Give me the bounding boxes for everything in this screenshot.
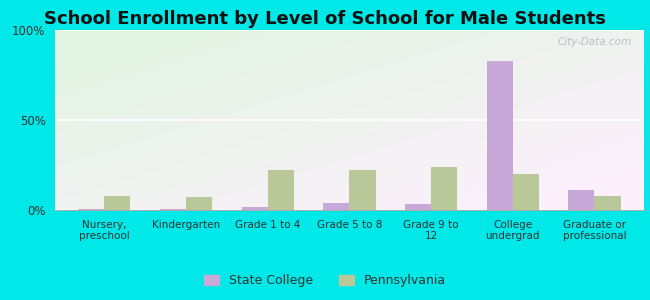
Bar: [186, 197, 212, 210]
Legend: State College, Pennsylvania: State College, Pennsylvania: [201, 270, 449, 291]
Bar: [104, 196, 131, 210]
Text: City-Data.com: City-Data.com: [558, 37, 632, 47]
Bar: [405, 204, 431, 210]
Bar: [160, 209, 186, 210]
Bar: [431, 167, 457, 210]
Bar: [78, 209, 104, 210]
Bar: [350, 170, 376, 210]
Bar: [595, 196, 621, 210]
Bar: [487, 61, 513, 210]
Bar: [568, 190, 595, 210]
Bar: [513, 174, 539, 210]
Text: School Enrollment by Level of School for Male Students: School Enrollment by Level of School for…: [44, 11, 606, 28]
Bar: [323, 203, 349, 210]
Bar: [242, 207, 268, 210]
Bar: [268, 170, 294, 210]
